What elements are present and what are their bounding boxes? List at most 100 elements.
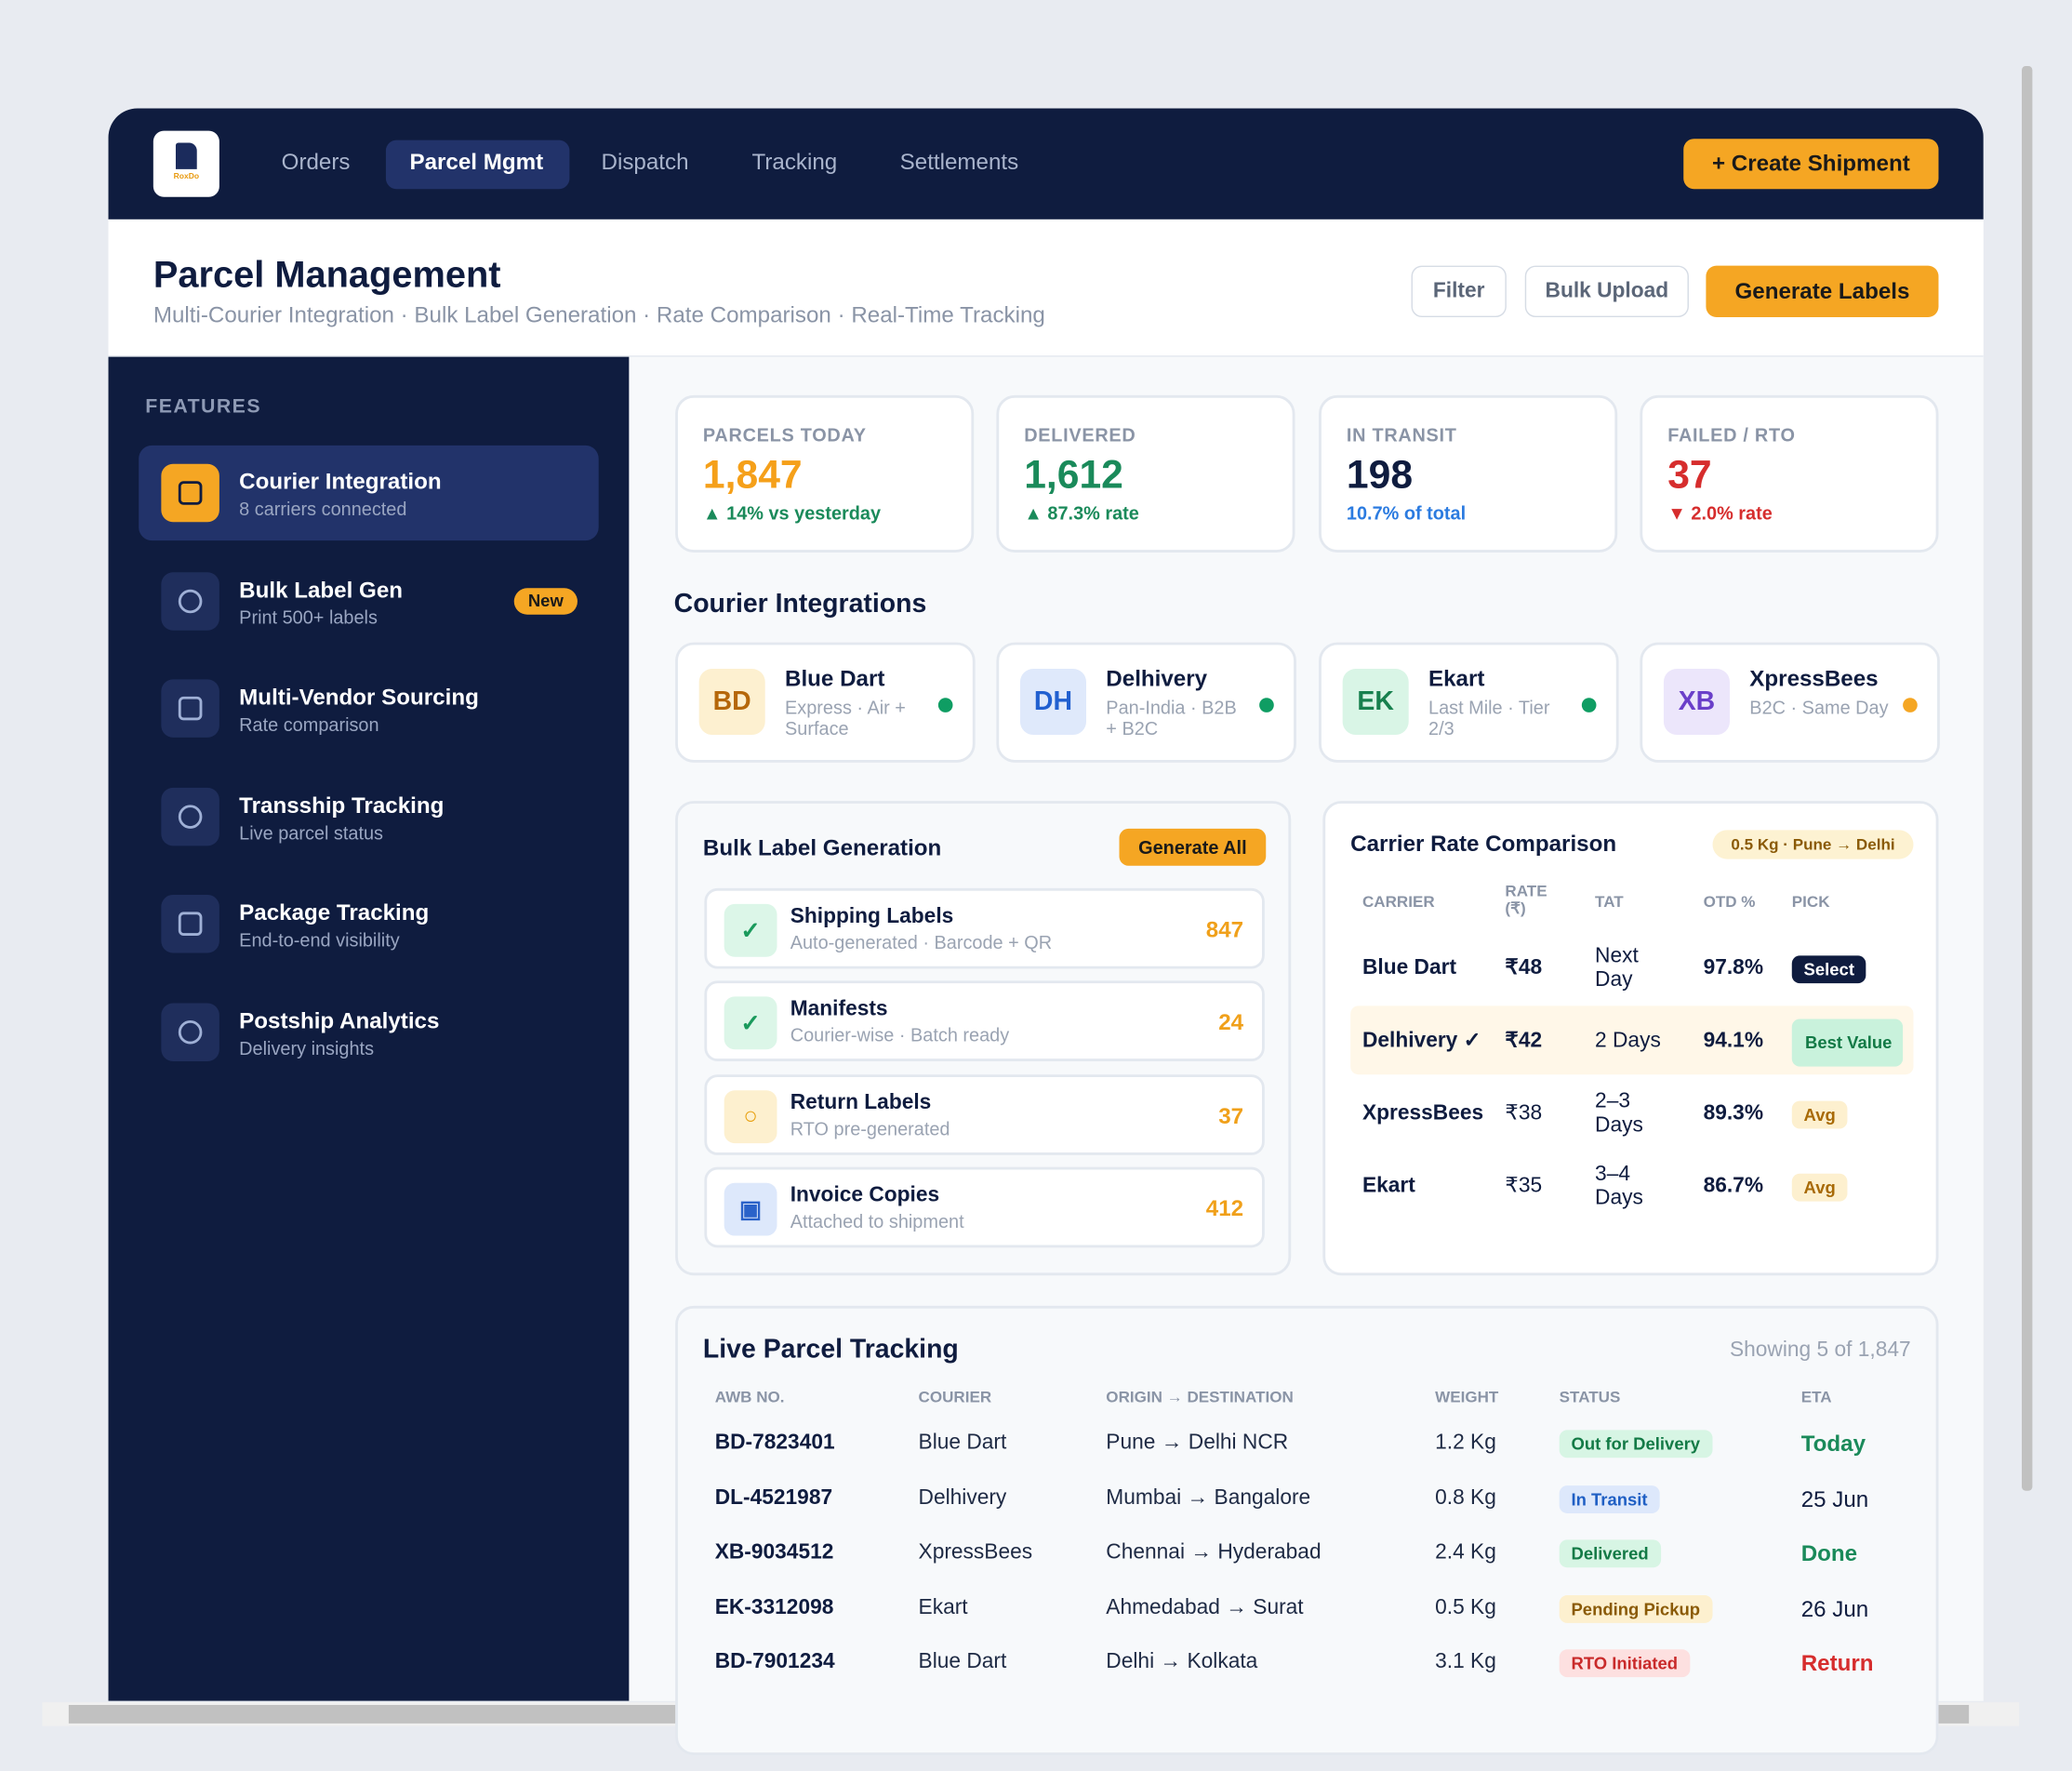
nav-item[interactable]: Dispatch xyxy=(601,149,689,175)
bulk-panel: Bulk Label Generation Generate All ✓ Shippi… xyxy=(675,801,1292,1276)
create-shipment-button[interactable]: + Create Shipment xyxy=(1683,139,1939,190)
tracking-cell: XpressBees xyxy=(918,1540,1033,1564)
sidebar-item-sub: Rate comparison xyxy=(239,713,379,736)
stat-value: 198 xyxy=(1346,453,1414,498)
rate-cell: XpressBees xyxy=(1361,1102,1484,1125)
tracking-cell: Mumbai → Bangalore xyxy=(1106,1485,1311,1509)
courier-card: DH Delhivery Pan-India · B2B + B2C xyxy=(996,642,1296,763)
rate-cell: ₹48 xyxy=(1505,956,1543,979)
tracking-cell: XB-9034512 xyxy=(714,1540,834,1564)
stat-card: PARCELS TODAY 1,847 ▲ 14% vs yesterday xyxy=(675,394,975,553)
stat-value: 1,847 xyxy=(702,453,803,498)
section-title: Courier Integrations xyxy=(673,589,927,619)
stat-label: DELIVERED xyxy=(1024,424,1136,446)
header-button[interactable]: Bulk Upload xyxy=(1524,265,1689,318)
table-header: TAT xyxy=(1595,892,1624,912)
bulk-item: ○ Return Labels RTO pre-generated 37 xyxy=(704,1073,1265,1155)
status-badge: Out for Delivery xyxy=(1559,1430,1712,1458)
logo-text: RoxDo xyxy=(173,173,200,181)
rate-cell: ₹38 xyxy=(1505,1102,1543,1125)
tracking-cell: 2.4 Kg xyxy=(1435,1540,1496,1564)
rate-cell: 3–4 Days xyxy=(1595,1163,1643,1210)
bulk-icon: ✓ xyxy=(724,996,777,1050)
courier-name: Blue Dart xyxy=(785,666,885,692)
sidebar-icon xyxy=(161,787,219,846)
nav-item[interactable]: Orders xyxy=(281,149,351,175)
stat-note: ▲ 14% vs yesterday xyxy=(702,501,882,524)
sidebar-icon-glyph xyxy=(178,912,203,937)
courier-desc: Express · Air + Surface xyxy=(785,696,906,739)
tracking-cell: Delhivery xyxy=(918,1485,1007,1509)
stat-label: IN TRANSIT xyxy=(1346,424,1457,446)
stat-value: 37 xyxy=(1667,453,1712,498)
pick-badge: Avg xyxy=(1791,1173,1848,1202)
tracking-cell: Blue Dart xyxy=(918,1650,1007,1673)
status-badge: In Transit xyxy=(1559,1485,1660,1513)
rate-cell: Blue Dart xyxy=(1361,956,1457,979)
stat-card: IN TRANSIT 198 10.7% of total xyxy=(1319,394,1618,553)
sidebar-item-title[interactable]: Courier Integration xyxy=(239,469,442,495)
logo-mark xyxy=(175,142,197,169)
nav-item[interactable]: Settlements xyxy=(899,149,1019,175)
generate-all-button[interactable]: Generate All xyxy=(1119,828,1267,866)
sidebar-item-title[interactable]: Multi-Vendor Sourcing xyxy=(239,685,479,711)
bulk-count: 37 xyxy=(1218,1103,1244,1129)
courier-desc: Last Mile · Tier 2/3 xyxy=(1428,696,1550,739)
status-dot xyxy=(1581,698,1597,712)
bulk-count: 24 xyxy=(1218,1010,1244,1036)
bulk-item: ✓ Shipping Labels Auto-generated · Barcode… xyxy=(704,887,1265,969)
sidebar-item-title[interactable]: Postship Analytics xyxy=(239,1008,440,1034)
bulk-count: 412 xyxy=(1205,1196,1244,1222)
sidebar-item-title[interactable]: Transship Tracking xyxy=(239,792,445,819)
nav-item[interactable]: Parcel Mgmt xyxy=(409,149,544,175)
sidebar-item-sub: Delivery insights xyxy=(239,1037,375,1059)
bulk-title: Shipping Labels xyxy=(790,905,954,928)
sidebar-item-title[interactable]: Package Tracking xyxy=(239,900,430,926)
rate-cell: 89.3% xyxy=(1703,1102,1764,1125)
logo: RoxDo xyxy=(153,130,219,197)
header-button[interactable]: Generate Labels xyxy=(1706,265,1939,318)
status-badge: Delivered xyxy=(1559,1539,1661,1568)
bulk-sub: RTO pre-generated xyxy=(790,1117,950,1139)
bulk-item: ▣ Invoice Copies Attached to shipment 412 xyxy=(704,1166,1265,1248)
page-subtitle: Multi-Courier Integration · Bulk Label G… xyxy=(153,302,1045,328)
tracking-cell: 26 Jun xyxy=(1800,1595,1869,1621)
bulk-icon: ▣ xyxy=(724,1182,777,1236)
tracking-cell: Blue Dart xyxy=(918,1431,1007,1455)
tracking-cell: 3.1 Kg xyxy=(1435,1650,1496,1673)
sidebar-icon-glyph xyxy=(178,589,203,613)
table-header: ORIGIN → DESTINATION xyxy=(1106,1387,1294,1406)
table-header: CARRIER xyxy=(1361,892,1435,912)
courier-name: Ekart xyxy=(1428,666,1485,692)
tracking-cell: EK-3312098 xyxy=(714,1595,834,1618)
courier-desc: B2C · Same Day xyxy=(1749,696,1889,718)
stat-card: FAILED / RTO 37 ▼ 2.0% rate xyxy=(1640,394,1939,553)
rate-cell: 86.7% xyxy=(1703,1175,1764,1198)
table-header: PICK xyxy=(1791,892,1830,912)
sidebar-item-title[interactable]: Bulk Label Gen xyxy=(239,577,404,603)
tracking-cell: 0.5 Kg xyxy=(1435,1595,1496,1618)
pick-badge: Best Value xyxy=(1791,1019,1904,1067)
table-header: ETA xyxy=(1800,1387,1832,1406)
panel-title: Live Parcel Tracking xyxy=(702,1335,959,1365)
rate-cell: 97.8% xyxy=(1703,956,1764,979)
bulk-title: Invoice Copies xyxy=(790,1184,940,1207)
sidebar-item-sub: 8 carriers connected xyxy=(239,498,407,520)
rate-cell: 2 Days xyxy=(1595,1029,1661,1053)
courier-abbr: BD xyxy=(698,668,765,736)
header-button[interactable]: Filter xyxy=(1411,265,1507,318)
sidebar-item-sub: End-to-end visibility xyxy=(239,929,400,952)
rate-cell: Next Day xyxy=(1595,944,1639,992)
panel-title: Carrier Rate Comparison xyxy=(1350,831,1617,857)
stat-label: PARCELS TODAY xyxy=(702,424,867,446)
bulk-title: Return Labels xyxy=(790,1091,932,1114)
courier-abbr: EK xyxy=(1342,668,1409,736)
tracking-cell: BD-7823401 xyxy=(714,1431,835,1455)
nav-item[interactable]: Tracking xyxy=(751,149,838,175)
courier-card: BD Blue Dart Express · Air + Surface xyxy=(675,642,976,763)
bulk-icon: ✓ xyxy=(724,903,777,957)
stat-note: ▲ 87.3% rate xyxy=(1024,501,1139,524)
sidebar-item-sub: Live parcel status xyxy=(239,821,384,844)
stat-value: 1,612 xyxy=(1024,453,1123,498)
sidebar-icon xyxy=(161,571,219,631)
